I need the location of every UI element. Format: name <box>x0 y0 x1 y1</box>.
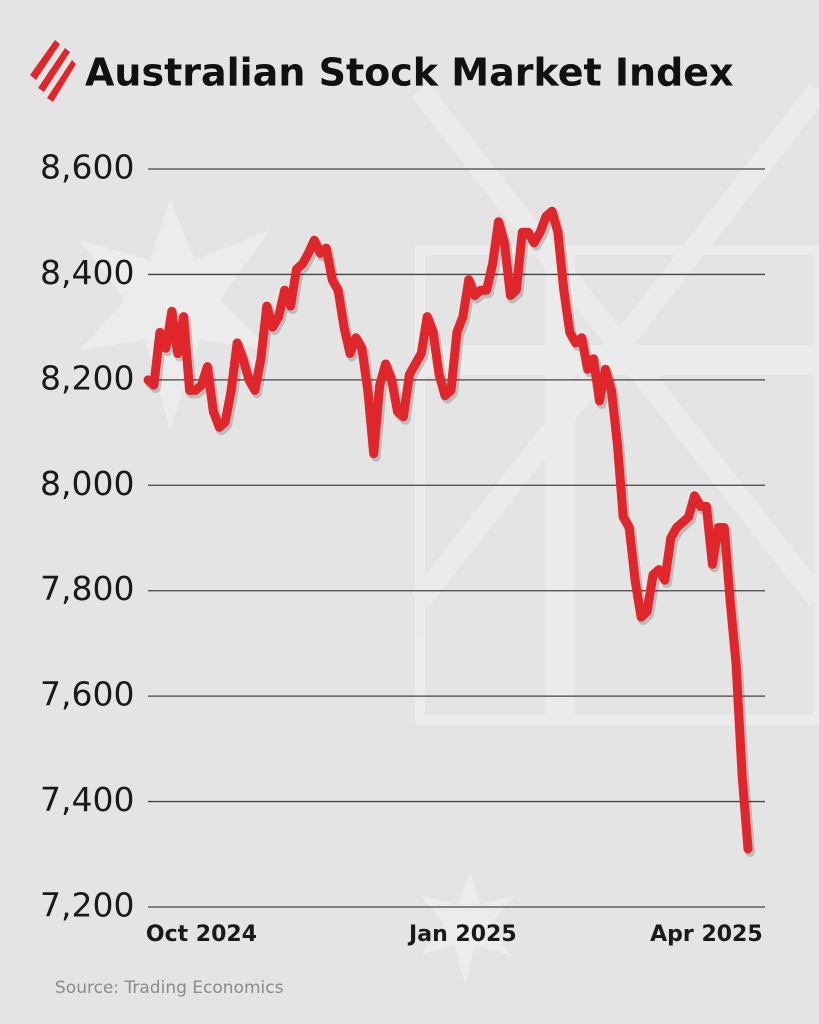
y-tick-label: 8,600 <box>40 148 134 187</box>
source-note: Source: Trading Economics <box>55 978 284 998</box>
y-tick-label: 7,600 <box>40 675 134 714</box>
x-tick-label: Jan 2025 <box>407 922 517 947</box>
x-tick-label: Oct 2024 <box>146 922 257 947</box>
y-tick-label: 7,400 <box>40 780 134 819</box>
y-tick-label: 8,000 <box>40 464 134 503</box>
chart-title: Australian Stock Market Index <box>85 51 734 95</box>
y-tick-label: 8,400 <box>40 253 134 292</box>
background-star <box>420 870 515 985</box>
y-tick-label: 8,200 <box>40 358 134 397</box>
x-tick-label: Apr 2025 <box>650 922 763 947</box>
y-tick-label: 7,200 <box>40 886 134 925</box>
line <box>143 206 753 854</box>
y-tick-label: 7,800 <box>40 569 134 608</box>
logo <box>30 40 76 102</box>
